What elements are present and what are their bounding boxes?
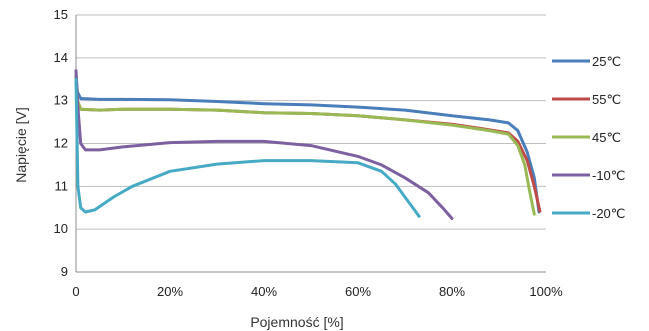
legend-label: 45℃ xyxy=(592,130,621,145)
y-tick-label: 11 xyxy=(55,178,69,193)
x-tick-label: 0 xyxy=(72,284,79,299)
x-tick-label: 100% xyxy=(529,284,563,299)
legend-label: 55℃ xyxy=(592,92,621,107)
legend-label: -20℃ xyxy=(592,206,625,221)
x-tick-label: 80% xyxy=(439,284,465,299)
x-tick-label: 20% xyxy=(157,284,183,299)
y-tick-label: 10 xyxy=(54,221,68,236)
x-tick-label: 60% xyxy=(345,284,371,299)
legend-label: 25℃ xyxy=(592,54,621,69)
legend-label: -10℃ xyxy=(592,168,625,183)
series-line xyxy=(74,73,541,214)
grid-lines xyxy=(76,14,546,230)
y-tick-label: 15 xyxy=(54,7,68,22)
y-tick-label: 13 xyxy=(54,93,68,108)
series-line xyxy=(74,77,421,218)
tick-labels: 9 10 11 12 13 14 15 0 20% 40% 60% 80% 100% xyxy=(54,7,564,299)
x-axis-title: Pojemność [%] xyxy=(250,314,343,330)
series-line xyxy=(74,69,454,220)
y-tick-label: 9 xyxy=(61,264,68,279)
plot-area xyxy=(74,69,542,220)
x-tick-label: 40% xyxy=(251,284,277,299)
legend: 25℃ 55℃ 45℃ -10℃ -20℃ xyxy=(552,54,625,221)
y-tick-label: 14 xyxy=(54,50,68,65)
y-axis-title: Napięcie [V] xyxy=(13,107,29,182)
series-line xyxy=(74,75,536,216)
y-tick-label: 12 xyxy=(54,136,68,151)
